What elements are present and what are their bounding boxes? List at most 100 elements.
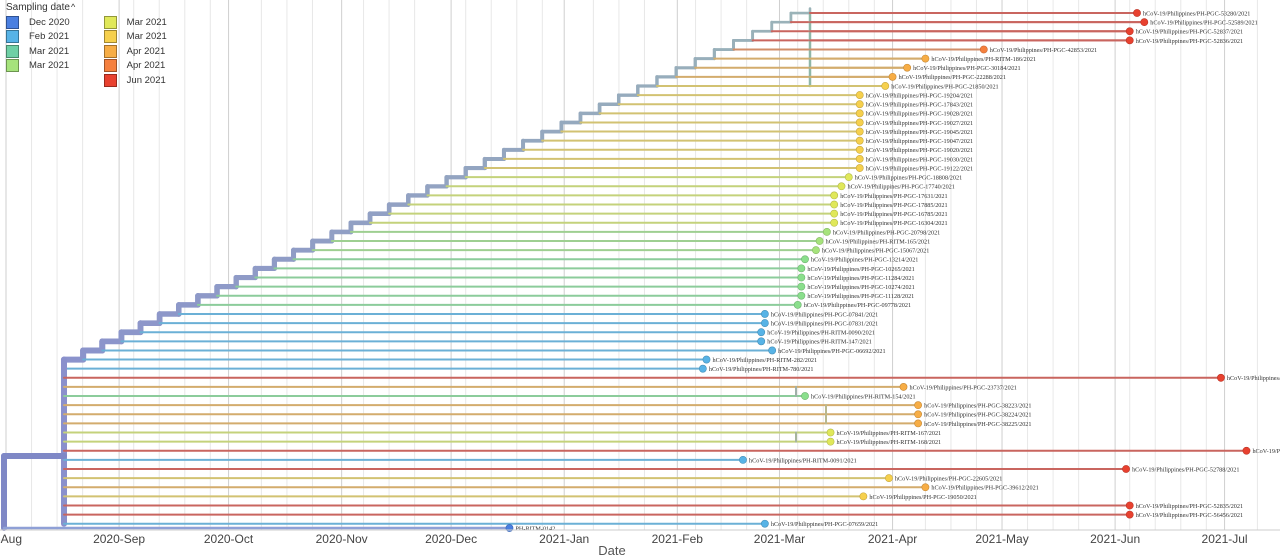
legend-item[interactable]: Apr 2021 [103,59,167,74]
tip-label: hCoV-19/Philippines/PH-PGC-22605/2021 [895,476,1002,483]
tip-marker[interactable] [903,63,912,72]
tip-marker[interactable] [698,364,707,373]
tip-marker[interactable] [1140,18,1149,27]
x-tick-label: 2021-Mar [754,532,805,546]
tip-marker[interactable] [881,82,890,90]
legend-swatch [6,44,19,58]
tip-marker[interactable] [822,227,831,236]
tip-marker[interactable] [830,191,839,200]
tip-marker[interactable] [855,164,864,172]
tip-marker[interactable] [914,419,923,428]
tip-marker[interactable] [1125,510,1134,519]
tip-label: hCoV-19/Philippines/PH-PGC-39612/2021 [931,485,1038,492]
tip-marker[interactable] [979,45,988,54]
tip-marker[interactable] [801,392,809,400]
legend-swatch [103,15,117,29]
tip-label: hCoV-19/Philippines/PH-RITM-780/2021 [709,366,814,373]
tip-marker[interactable] [859,492,868,501]
tip-marker[interactable] [885,474,893,483]
tip-label: hCoV-19/Philippines/PH-PGC-16785/2021 [840,211,947,218]
tip-marker[interactable] [801,255,809,264]
tip-marker[interactable] [855,145,864,154]
legend-item[interactable]: Mar 2021 [103,15,167,30]
tip-markers [505,9,1251,532]
tip-label: hCoV-19/Philippines/PH-PGC-11284/2021 [807,275,914,282]
x-tick-label: 2021-Apr [868,532,917,546]
tip-marker[interactable] [855,127,864,136]
tip-marker[interactable] [793,300,802,309]
legend-item[interactable]: Jun 2021 [103,73,167,88]
tip-label: hCoV-19/Philippines/PH-PGC-19030/2021 [866,156,973,163]
legend-item[interactable]: Mar 2021 [6,44,70,59]
tip-marker[interactable] [855,100,864,109]
tip-marker[interactable] [837,182,846,191]
tip-marker[interactable] [855,136,864,145]
tip-marker[interactable] [760,310,769,318]
legend-item[interactable]: Feb 2021 [6,30,70,45]
tip-marker[interactable] [1217,373,1225,382]
tip-label: hCoV-19/Philippines/PH-RITM-0090/2021 [767,330,875,337]
tip-label: hCoV-19/Philippines/PH-PGC-10265/2021 [807,266,914,273]
tip-label: hCoV-19/Philippines/PH-PGC-18808/2021 [855,175,962,182]
tip-label: hCoV-19/Philippines/PH-PGC-19028/2021 [866,111,973,118]
tip-label: hCoV-19/Philippines/PH-PGC-21850/2021 [891,83,998,90]
tip-marker[interactable] [797,264,806,273]
tip-marker[interactable] [739,455,747,464]
tip-marker[interactable] [760,319,769,327]
tip-marker[interactable] [702,355,711,364]
tip-marker[interactable] [505,524,514,532]
tip-marker[interactable] [826,428,835,437]
tip-marker[interactable] [815,237,824,245]
tip-marker[interactable] [1242,446,1251,455]
legend-item[interactable]: Mar 2021 [103,30,167,45]
tip-label: hCoV-19/Philippines/PH-RITM-147/2021 [767,339,872,346]
x-tick-label: 2020-Sep [93,532,145,546]
tip-label: hCoV-19/Philippines/PH-PGC-30184/2021 [913,65,1020,72]
tip-marker[interactable] [757,328,766,337]
tip-marker[interactable] [855,155,864,163]
tip-marker[interactable] [1125,36,1134,45]
tip-marker[interactable] [1133,9,1141,17]
tip-marker[interactable] [760,519,769,528]
tip-marker[interactable] [855,109,864,118]
tip-marker[interactable] [768,346,777,355]
tip-marker[interactable] [921,54,930,63]
x-tick-label: 2020-Dec [425,532,477,546]
tip-marker[interactable] [797,273,806,282]
tip-marker[interactable] [855,118,864,127]
tip-label: hCoV-19/Philippines/PH-PGC-09778/2021 [804,302,911,309]
x-tick-label: 2020-Nov [316,532,368,546]
tip-label: hCoV-19/Philippines/PH-PGC-19122/2021 [866,165,973,172]
tip-marker[interactable] [826,437,835,446]
tip-label: hCoV-19/Philippines/PH-PGC-06692/2021 [778,348,885,355]
tip-marker[interactable] [830,209,839,218]
tip-marker[interactable] [921,483,930,492]
tip-marker[interactable] [1125,27,1134,36]
tip-marker[interactable] [914,401,923,410]
tip-marker[interactable] [830,218,839,227]
tip-marker[interactable] [797,291,806,300]
legend-item[interactable]: Mar 2021 [6,59,70,74]
tip-label: hCoV-19/Philippines/PH-PGC-19047/2021 [866,138,973,145]
tip-label: hCoV-19/Philippines/PH-PGC-16304/2021 [840,220,947,227]
tip-marker[interactable] [757,337,766,346]
tip-marker[interactable] [855,91,864,99]
tip-label: hCoV-19/Philippines/PH-PGC-42853/2021 [990,47,1097,54]
tip-marker[interactable] [1125,501,1134,510]
tip-label: hCoV-19/Philippines/PH-RITM-165/2021 [826,238,931,245]
chevron-up-icon[interactable]: ^ [70,2,76,12]
x-tick-label: 2021-Jul [1202,532,1248,546]
tip-marker[interactable] [914,410,923,419]
tip-marker[interactable] [1122,465,1130,473]
tip-marker[interactable] [899,383,908,391]
tip-marker[interactable] [888,72,897,81]
tip-label: hCoV-19/Philippines/PH-PGC-07831/2021 [771,320,878,327]
tip-marker[interactable] [830,200,839,209]
tip-marker[interactable] [844,173,853,182]
tip-marker[interactable] [812,246,820,255]
tip-marker[interactable] [797,282,806,291]
legend-item[interactable]: Apr 2021 [103,44,167,59]
legend-item[interactable]: Dec 2020 [6,15,70,30]
legend-title[interactable]: Sampling date^ [6,2,76,13]
